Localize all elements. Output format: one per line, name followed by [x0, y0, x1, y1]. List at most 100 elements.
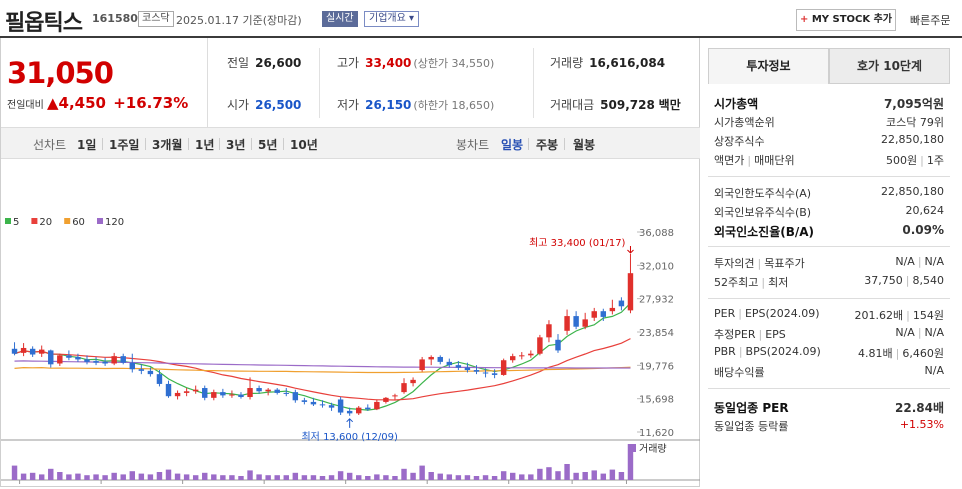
volume-bar — [66, 474, 72, 480]
tab-1d[interactable]: 1일 — [77, 138, 97, 152]
candle-body — [419, 359, 425, 371]
stat-value: 16,616,084 — [589, 56, 666, 70]
chart-svg: 5 20 60 120 36,088 32,010 27,932 23,854 19,776 15… — [1, 217, 700, 484]
candle-body — [410, 379, 416, 384]
candle-body — [138, 369, 145, 371]
tab-invest-info[interactable]: 투자정보 — [708, 48, 829, 84]
volume-bar — [500, 471, 507, 480]
legend-label: 5 — [13, 217, 19, 228]
volume-bar — [374, 474, 380, 480]
candle-body — [265, 389, 271, 392]
volume-bar — [546, 467, 552, 480]
candle-body — [274, 389, 280, 393]
volume-bar — [192, 475, 199, 480]
candle-body — [102, 361, 108, 364]
volume-bar — [600, 473, 607, 480]
info-value: 37,750 | 8,540 — [864, 274, 944, 287]
info-label-2: 목표주가 — [764, 257, 805, 270]
info-value-2: N/A — [924, 326, 944, 339]
tab-3m[interactable]: 3개월 — [152, 138, 183, 152]
candle-chart[interactable]: 5 20 60 120 36,088 32,010 27,932 23,854 19,776 15… — [1, 160, 700, 486]
candle-body — [446, 361, 453, 366]
candle-body — [20, 347, 27, 353]
high-arrow-icon — [627, 245, 634, 254]
info-value-1: 37,750 — [864, 274, 903, 287]
tab-5y[interactable]: 5년 — [258, 138, 278, 152]
volume-bar — [537, 468, 543, 480]
quick-order-link[interactable]: 빠른주문 — [910, 14, 951, 27]
ma-120-line — [14, 360, 631, 369]
divider — [708, 176, 950, 177]
plus-icon: + — [799, 14, 809, 25]
candle-body — [519, 355, 525, 357]
volume-bar — [138, 473, 145, 480]
change-label: 전일대비 — [7, 100, 44, 111]
divider — [283, 138, 284, 150]
candle-body — [537, 337, 543, 354]
info-row: 동일업종 PER 22.84배 — [714, 399, 944, 417]
tab-3y[interactable]: 3년 — [226, 138, 246, 152]
separator: | — [917, 255, 922, 268]
corp-overview-dropdown[interactable]: 기업개요 ▾ — [364, 11, 420, 27]
volume-bar — [337, 471, 344, 480]
candle-body — [618, 300, 625, 307]
separator: | — [738, 345, 743, 358]
volume-bar — [582, 472, 588, 480]
divider — [564, 138, 565, 150]
candle-body — [627, 273, 634, 311]
scrollbar[interactable] — [952, 40, 962, 487]
tab-orderbook-10[interactable]: 호가 10단계 — [829, 48, 950, 84]
candle-body — [38, 349, 45, 354]
tab-1y[interactable]: 1년 — [195, 138, 215, 152]
tab-monthly[interactable]: 월봉 — [573, 138, 596, 152]
volume-bar — [564, 464, 570, 480]
change-value: 4,450 — [58, 94, 106, 112]
volume-bar — [156, 472, 163, 480]
volume-bar — [609, 469, 616, 480]
candle-body — [600, 311, 607, 317]
info-label: 추정PER | EPS — [714, 328, 786, 341]
candle-body — [84, 359, 90, 362]
volume-bar — [310, 475, 317, 480]
info-row: 배당수익률 N/A — [714, 364, 944, 382]
info-value: 22.84배 — [895, 401, 944, 415]
candle-body — [328, 405, 335, 408]
candle-body — [392, 395, 398, 397]
candle-body — [310, 401, 317, 405]
info-row: 투자의견 | 목표주가 N/A | N/A — [714, 255, 944, 273]
market-badge: 코스닥 — [138, 11, 174, 27]
volume-bar — [410, 472, 416, 480]
volume-bar — [38, 474, 45, 480]
info-value: 7,095억원 — [883, 97, 944, 111]
volume-bar — [319, 476, 326, 480]
candle-body — [301, 400, 308, 402]
info-label: 시가총액순위 — [714, 116, 775, 129]
candle-body — [455, 365, 462, 368]
separator: | — [906, 309, 910, 322]
stat-volume: 거래량 16,616,084 — [550, 54, 665, 71]
tab-1w[interactable]: 1주일 — [109, 138, 140, 152]
candle-body — [120, 356, 126, 363]
candle-body — [165, 383, 172, 397]
corp-overview-label: 기업개요 — [369, 13, 406, 24]
tab-daily[interactable]: 일봉 — [501, 138, 524, 152]
info-row: 외국인소진율(B/A) 0.09% — [714, 223, 944, 241]
candle-body — [11, 348, 18, 354]
separator: | — [761, 276, 766, 289]
stat-low: 저가 26,150 (하한가 18,650) — [337, 96, 494, 113]
tab-10y[interactable]: 10년 — [290, 138, 318, 152]
info-label: PER | EPS(2024.09) — [714, 307, 820, 320]
stat-open: 시가 26,500 — [227, 96, 301, 113]
volume-bar — [627, 444, 634, 480]
low-arrow-icon — [346, 418, 354, 428]
volume-bar — [29, 472, 36, 480]
info-label-2: EPS — [765, 328, 786, 341]
candle-body — [356, 407, 362, 414]
mystock-label: MY STOCK 추가 — [811, 14, 893, 25]
candle-body — [464, 367, 471, 371]
info-value-1: N/A — [895, 255, 915, 268]
mystock-add-button[interactable]: + MY STOCK 추가 — [796, 9, 896, 31]
stat-high: 고가 33,400 (상한가 34,550) — [337, 54, 494, 71]
tab-weekly[interactable]: 주봉 — [536, 138, 559, 152]
realtime-button[interactable]: 실시간 — [322, 11, 358, 27]
